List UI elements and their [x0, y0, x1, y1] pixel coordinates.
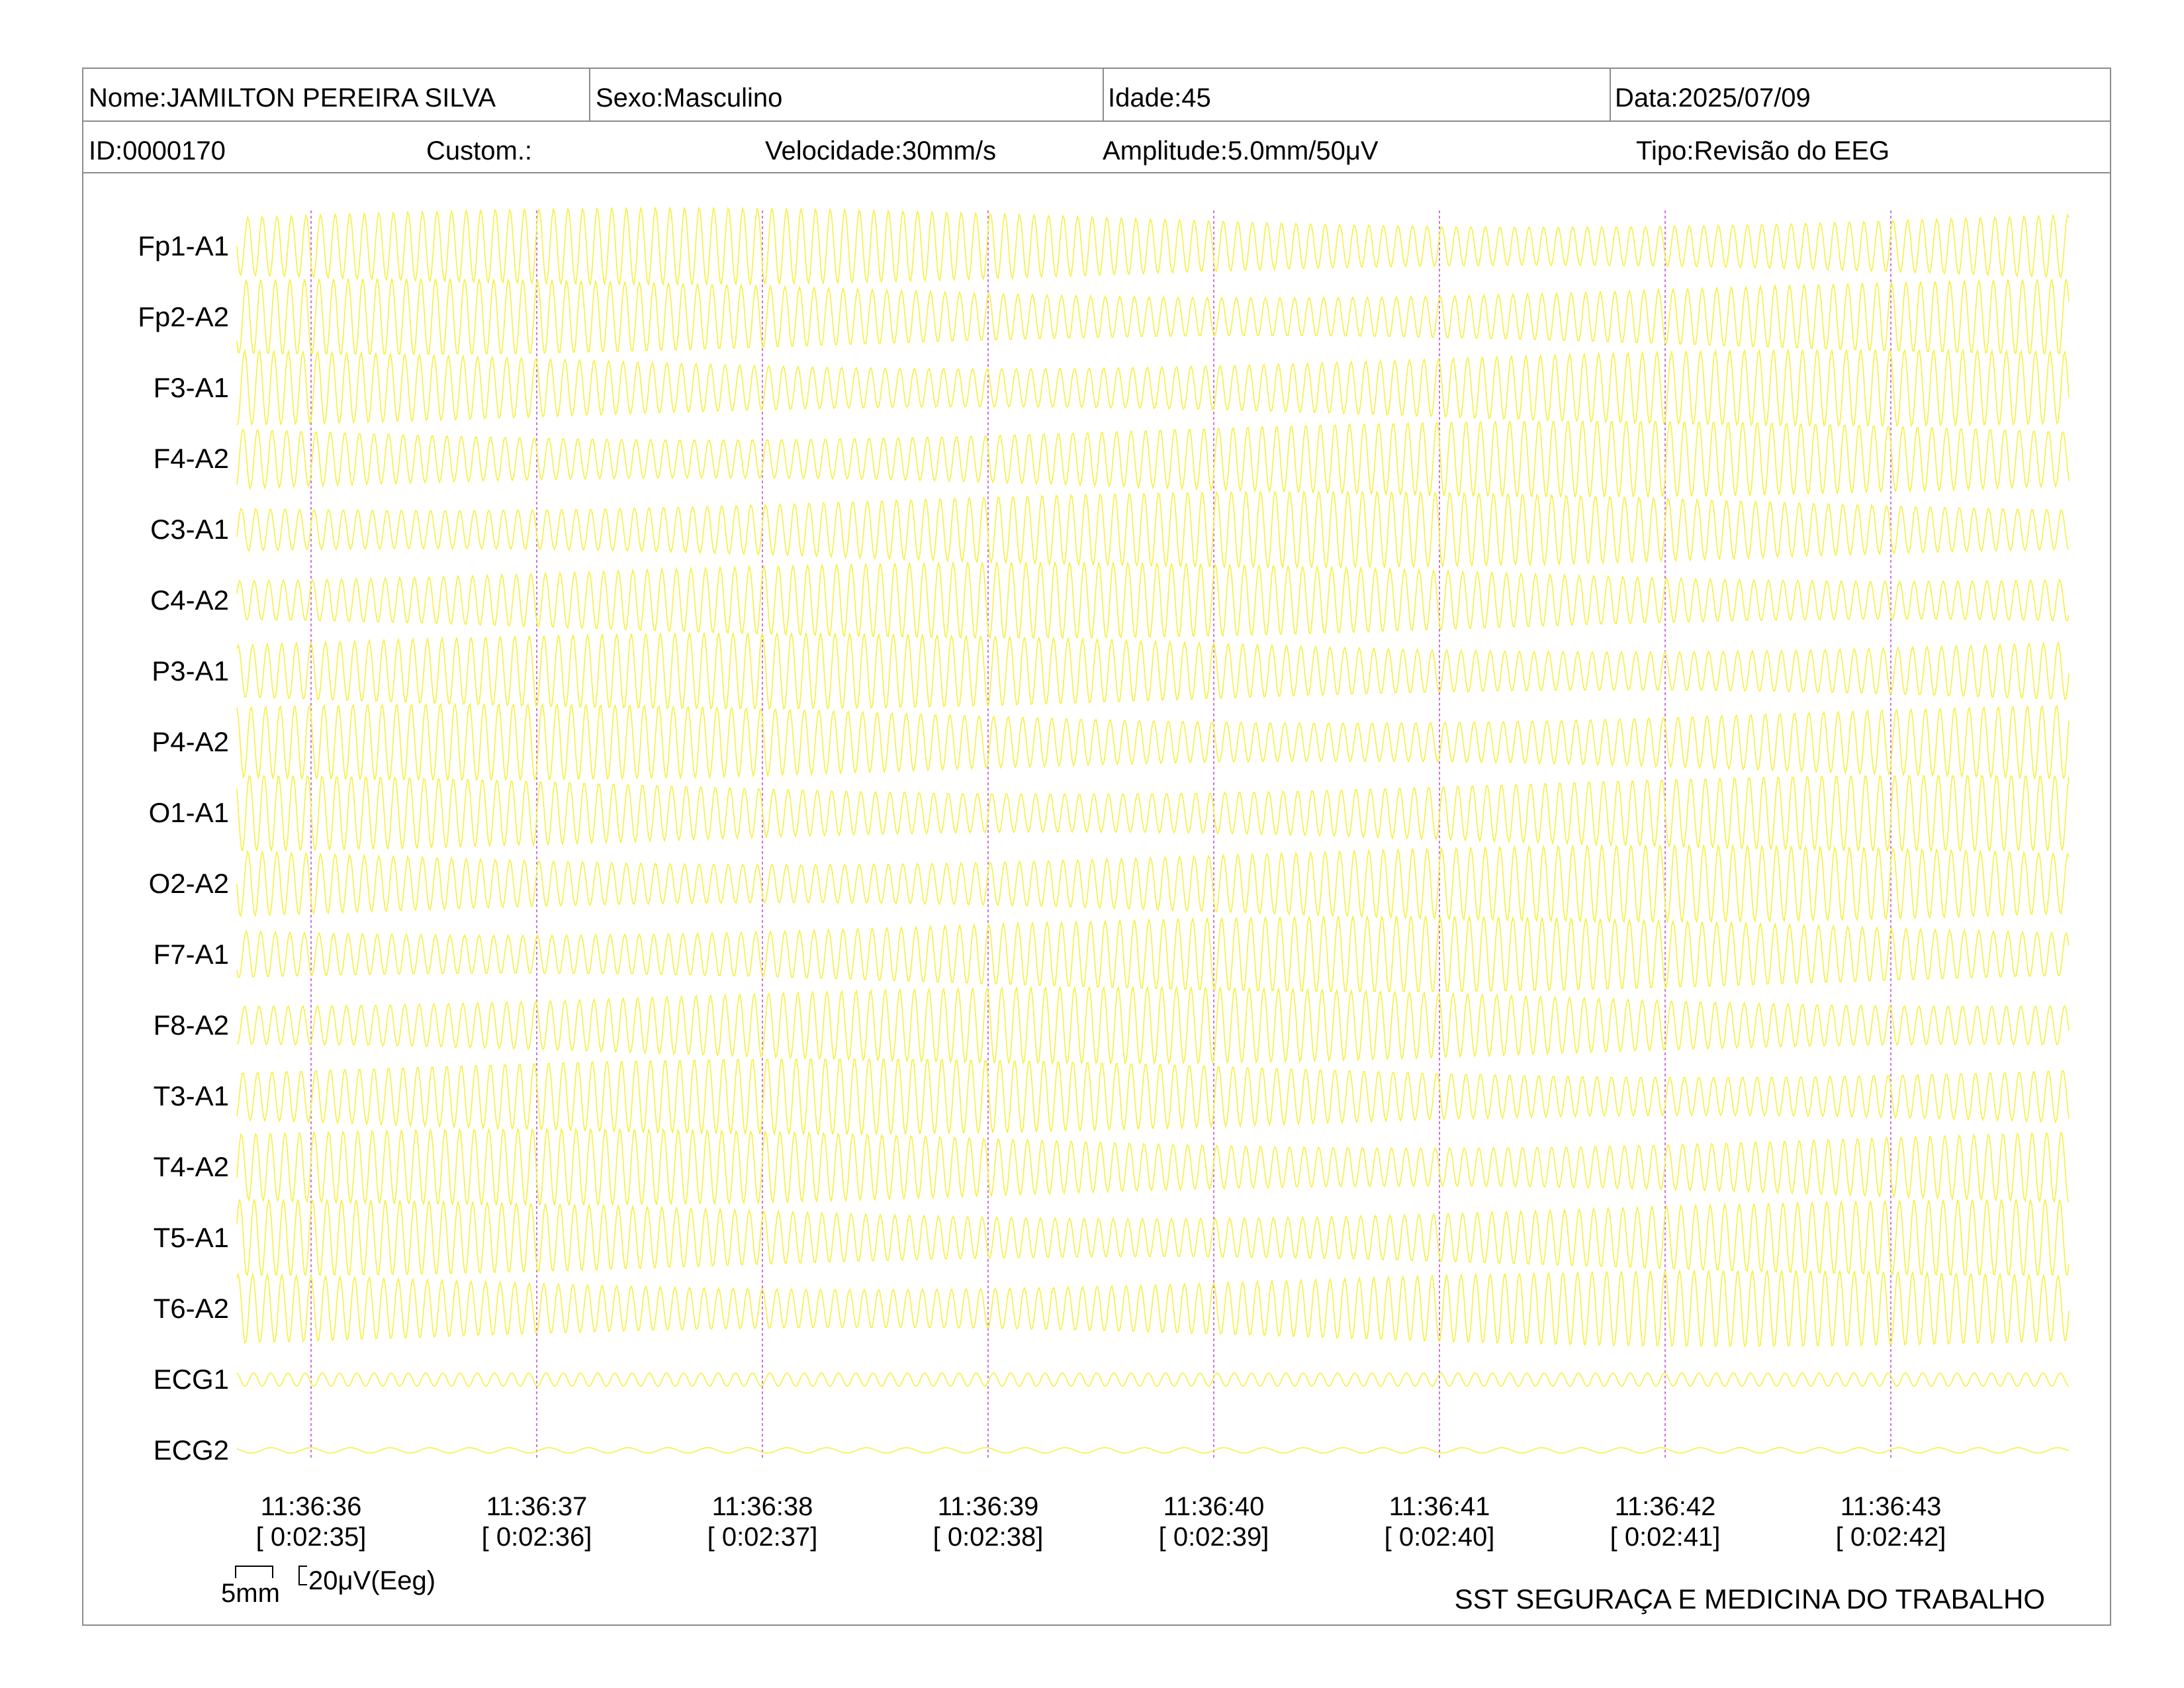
eeg-trace — [236, 1058, 2070, 1135]
channel-label: F7-A1 — [153, 939, 229, 970]
eeg-trace — [236, 1199, 2070, 1277]
patient-age: Idade:45 — [1103, 69, 1211, 120]
eeg-trace — [236, 915, 2070, 992]
time-elapsed-label: [ 0:02:42] — [1835, 1523, 1946, 1552]
eeg-trace — [236, 561, 2070, 639]
channel-label: ECG1 — [153, 1364, 229, 1395]
channel-label: P3-A1 — [152, 655, 229, 686]
channel-label: P4-A2 — [152, 726, 229, 757]
channel-label: Fp2-A2 — [138, 301, 229, 332]
time-scale-label: 5mm — [221, 1579, 280, 1608]
channel-label: F4-A2 — [153, 443, 229, 474]
channel-label: ECG2 — [153, 1434, 229, 1466]
eeg-trace — [236, 278, 2070, 355]
eeg-trace — [236, 206, 2070, 287]
exam-type: Tipo:Revisão do EEG — [1636, 136, 1890, 165]
time-clock-label: 11:36:41 — [1388, 1492, 1490, 1521]
amplitude-setting: Amplitude:5.0mm/50μV — [1103, 136, 1379, 165]
eeg-trace — [236, 1447, 2070, 1454]
time-elapsed-label: [ 0:02:41] — [1610, 1523, 1721, 1552]
time-clock-label: 11:36:43 — [1840, 1492, 1942, 1521]
time-elapsed-label: [ 0:02:36] — [481, 1523, 592, 1552]
time-clock-label: 11:36:38 — [711, 1492, 813, 1521]
speed-setting: Velocidade:30mm/s — [765, 136, 997, 165]
channel-label: C4-A2 — [150, 585, 229, 616]
channel-label: T4-A2 — [153, 1151, 229, 1182]
channel-label: T6-A2 — [153, 1293, 229, 1324]
time-clock-label: 11:36:37 — [486, 1492, 588, 1521]
time-clock-label: 11:36:36 — [260, 1492, 362, 1521]
eeg-trace — [236, 774, 2070, 852]
scale-bar — [235, 1566, 307, 1585]
time-elapsed-label: [ 0:02:39] — [1158, 1523, 1269, 1552]
channel-label: C3-A1 — [150, 514, 229, 545]
channel-label: T5-A1 — [153, 1222, 229, 1253]
channel-label: O1-A1 — [148, 797, 229, 828]
time-elapsed-label: [ 0:02:35] — [255, 1523, 367, 1552]
eeg-trace — [236, 1372, 2070, 1387]
organization-name: SST SEGURAÇA E MEDICINA DO TRABALHO — [1454, 1583, 2045, 1615]
header-row-1: Nome:JAMILTON PEREIRA SILVA Sexo:Masculi… — [83, 69, 2110, 122]
channel-label: F3-A1 — [153, 372, 229, 403]
patient-name: Nome:JAMILTON PEREIRA SILVA — [89, 83, 496, 113]
channel-label: O2-A2 — [148, 868, 229, 899]
patient-sex: Sexo:Masculino — [589, 69, 782, 120]
report-frame: Nome:JAMILTON PEREIRA SILVA Sexo:Masculi… — [82, 68, 2111, 1626]
time-markers — [310, 211, 1891, 1460]
header-row-2: ID:0000170 Custom.: Velocidade:30mm/s Am… — [83, 122, 2110, 173]
eeg-trace — [236, 1270, 2070, 1348]
channel-label: F8-A2 — [153, 1009, 229, 1041]
time-elapsed-label: [ 0:02:40] — [1384, 1523, 1495, 1552]
time-clock-label: 11:36:42 — [1614, 1492, 1716, 1521]
custom-field: Custom.: — [426, 136, 533, 165]
eeg-trace — [236, 985, 2070, 1066]
eeg-trace — [236, 1127, 2070, 1206]
exam-date: Data:2025/07/09 — [1610, 69, 1811, 120]
eeg-trace — [236, 420, 2070, 498]
eeg-traces — [236, 206, 2070, 1454]
amplitude-scale-bracket — [298, 1566, 307, 1585]
eeg-trace — [236, 348, 2070, 428]
eeg-trace — [236, 702, 2070, 781]
amplitude-scale-label: 20μV(Eeg) — [308, 1566, 436, 1595]
time-clock-label: 11:36:40 — [1163, 1492, 1265, 1521]
channel-label: Fp1-A1 — [138, 230, 229, 261]
eeg-trace — [236, 490, 2070, 569]
time-clock-label: 11:36:39 — [937, 1492, 1039, 1521]
time-scale-bracket — [235, 1566, 273, 1578]
time-elapsed-label: [ 0:02:38] — [933, 1523, 1044, 1552]
eeg-trace — [236, 843, 2070, 924]
patient-id: ID:0000170 — [89, 136, 226, 165]
eeg-trace — [236, 632, 2070, 710]
time-elapsed-label: [ 0:02:37] — [707, 1523, 818, 1552]
channel-label: T3-A1 — [153, 1080, 229, 1111]
